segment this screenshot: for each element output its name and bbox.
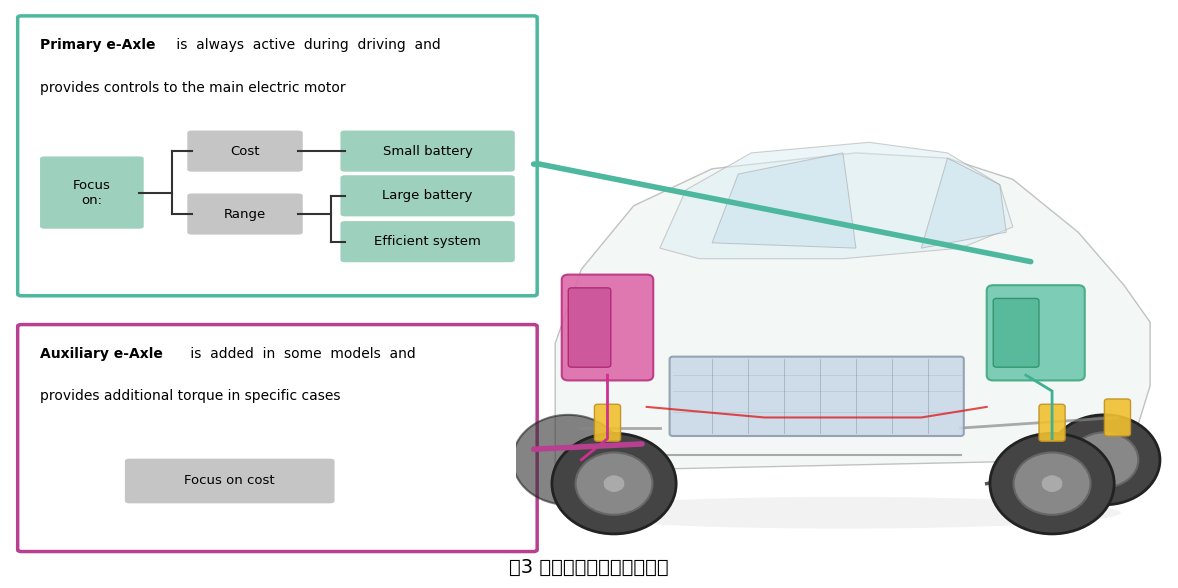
Text: Efficient system: Efficient system xyxy=(375,235,481,248)
Text: is  added  in  some  models  and: is added in some models and xyxy=(186,347,416,361)
Text: Range: Range xyxy=(224,208,266,220)
FancyBboxPatch shape xyxy=(125,459,335,503)
Text: Focus
on:: Focus on: xyxy=(73,179,111,206)
FancyBboxPatch shape xyxy=(340,221,515,262)
FancyBboxPatch shape xyxy=(187,131,303,172)
FancyBboxPatch shape xyxy=(18,325,537,552)
FancyBboxPatch shape xyxy=(340,175,515,216)
Text: provides additional torque in specific cases: provides additional torque in specific c… xyxy=(40,389,340,403)
Text: Focus on cost: Focus on cost xyxy=(185,475,274,487)
Text: is  always  active  during  driving  and: is always active during driving and xyxy=(172,38,441,52)
Text: Large battery: Large battery xyxy=(383,189,472,202)
Text: Primary e-Axle: Primary e-Axle xyxy=(40,38,155,52)
Text: Auxiliary e-Axle: Auxiliary e-Axle xyxy=(40,347,163,361)
FancyBboxPatch shape xyxy=(340,131,515,172)
Text: 图3 双电驱电动汽车动力配置: 图3 双电驱电动汽车动力配置 xyxy=(509,559,669,577)
Text: Cost: Cost xyxy=(230,145,260,158)
Text: Small battery: Small battery xyxy=(383,145,472,158)
FancyBboxPatch shape xyxy=(40,156,144,229)
FancyBboxPatch shape xyxy=(187,193,303,235)
FancyBboxPatch shape xyxy=(18,16,537,296)
Text: provides controls to the main electric motor: provides controls to the main electric m… xyxy=(40,81,345,95)
